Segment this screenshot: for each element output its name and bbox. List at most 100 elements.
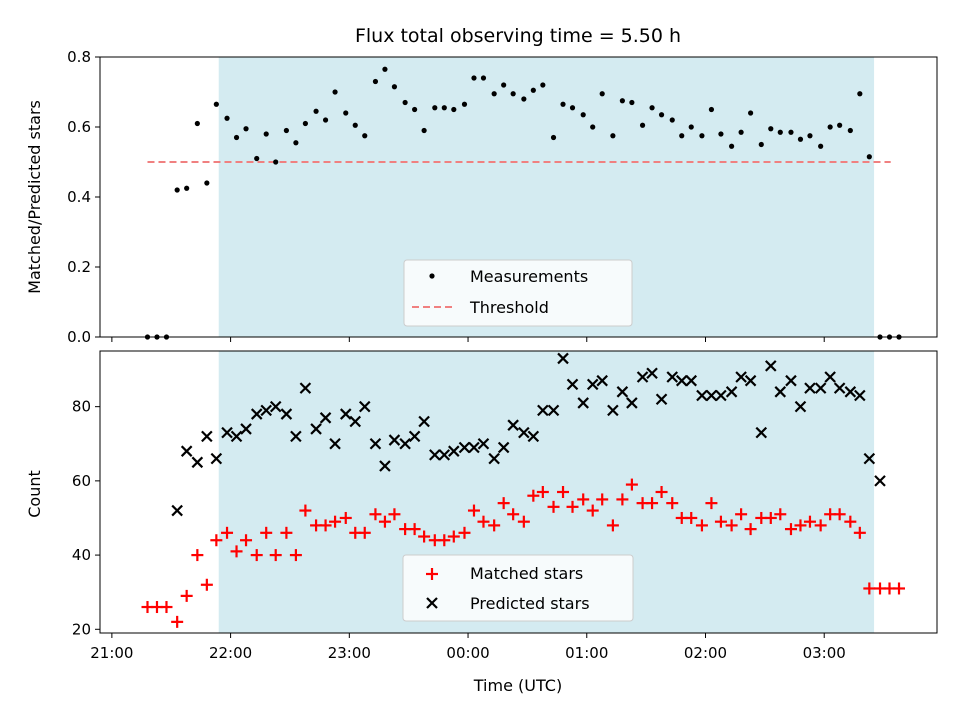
predicted-star-point bbox=[804, 382, 816, 394]
matched-star-point bbox=[250, 549, 263, 562]
xtick-label: 03:00 bbox=[803, 644, 846, 662]
measurement-point bbox=[599, 91, 605, 97]
measurement-point bbox=[521, 96, 527, 102]
predicted-star-point bbox=[596, 374, 608, 387]
matched-star-point bbox=[646, 497, 659, 510]
measurement-point bbox=[837, 122, 843, 128]
matched-star-point bbox=[408, 523, 421, 536]
top-ytick-label: 0.2 bbox=[67, 258, 91, 276]
predicted-star-point bbox=[607, 404, 619, 417]
matched-star-point bbox=[477, 515, 490, 528]
matched-star-point bbox=[160, 601, 173, 614]
matched-star-point bbox=[191, 549, 204, 562]
measurement-point bbox=[174, 187, 180, 193]
legend-measurements-label: Measurements bbox=[470, 267, 588, 286]
top-panel: 0.00.20.40.60.8 Matched/Predicted stars … bbox=[25, 48, 938, 346]
matched-star-point bbox=[833, 508, 846, 521]
matched-star-point bbox=[210, 534, 223, 547]
measurement-point bbox=[610, 133, 616, 139]
measurement-point bbox=[501, 82, 507, 88]
matched-star-point bbox=[280, 526, 293, 539]
matched-star-point bbox=[774, 508, 787, 521]
measurement-point bbox=[569, 105, 576, 111]
predicted-star-point bbox=[794, 400, 807, 413]
predicted-star-point bbox=[210, 452, 223, 465]
measurement-point bbox=[362, 133, 368, 139]
predicted-star-point bbox=[537, 404, 549, 417]
top-ytick-label: 0.8 bbox=[67, 48, 91, 66]
matched-star-point bbox=[685, 511, 698, 524]
measurement-point bbox=[619, 98, 625, 104]
matched-star-point bbox=[221, 526, 234, 539]
predicted-star-point bbox=[646, 367, 658, 380]
legend-predicted-label: Predicted stars bbox=[470, 594, 590, 613]
predicted-star-point bbox=[201, 430, 213, 443]
matched-star-point bbox=[784, 523, 797, 536]
predicted-star-point bbox=[874, 475, 886, 487]
matched-star-point bbox=[596, 493, 609, 506]
measurement-point bbox=[372, 78, 379, 85]
predicted-star-point bbox=[774, 386, 787, 398]
matched-star-point bbox=[655, 486, 668, 498]
matched-star-point bbox=[388, 508, 401, 521]
predicted-star-point bbox=[735, 371, 747, 383]
matched-star-point bbox=[527, 489, 540, 502]
predicted-star-point bbox=[180, 445, 193, 457]
predicted-star-point bbox=[429, 449, 441, 461]
measurement-point bbox=[391, 84, 398, 90]
predicted-star-point bbox=[666, 371, 679, 383]
matched-star-point bbox=[289, 549, 302, 562]
predicted-star-point bbox=[725, 386, 738, 398]
xtick-label: 21:00 bbox=[90, 644, 133, 662]
measurement-point bbox=[184, 185, 190, 191]
predicted-star-point bbox=[230, 430, 243, 443]
predicted-star-point bbox=[369, 437, 382, 450]
matched-star-point bbox=[725, 519, 738, 532]
matched-stars-points bbox=[141, 478, 906, 628]
matched-star-point bbox=[893, 582, 906, 595]
predicted-star-point bbox=[379, 460, 391, 472]
matched-star-point bbox=[339, 511, 352, 524]
measurement-point bbox=[343, 110, 349, 116]
matched-star-point bbox=[586, 504, 599, 517]
bottom-axes: 20 40 60 80 21:00 22:00 23:00 00:00 01:00 02:00 03… bbox=[72, 350, 938, 662]
predicted-star-point bbox=[833, 382, 846, 394]
matched-star-point bbox=[319, 519, 332, 532]
predicted-star-point bbox=[399, 437, 411, 450]
measurement-point bbox=[540, 82, 546, 88]
measurement-point bbox=[560, 101, 566, 107]
legend-predicted-marker bbox=[426, 597, 438, 609]
matched-star-point bbox=[557, 486, 570, 498]
predicted-star-point bbox=[744, 374, 757, 387]
predicted-star-point bbox=[269, 400, 282, 413]
measurement-point bbox=[827, 124, 833, 130]
measurement-point bbox=[480, 75, 487, 81]
predicted-star-point bbox=[705, 389, 718, 402]
bottom-panel: 20 40 60 80 21:00 22:00 23:00 00:00 01:00 02:00 03… bbox=[25, 350, 938, 695]
predicted-star-point bbox=[696, 389, 708, 402]
matched-star-point bbox=[299, 504, 312, 517]
measurement-point bbox=[729, 143, 735, 149]
matched-star-point bbox=[180, 589, 193, 602]
matched-star-point bbox=[418, 530, 431, 543]
predicted-star-point bbox=[854, 389, 866, 402]
xtick-label: 00:00 bbox=[446, 644, 489, 662]
measurement-point bbox=[224, 115, 230, 121]
measurement-point bbox=[451, 106, 457, 113]
matched-star-point bbox=[705, 497, 718, 510]
measurement-point bbox=[738, 129, 744, 135]
predicted-star-point bbox=[438, 449, 451, 461]
measurement-point bbox=[204, 180, 210, 186]
xtick-label: 01:00 bbox=[565, 644, 608, 662]
matched-star-point bbox=[814, 519, 827, 532]
measurement-point bbox=[788, 129, 794, 135]
matched-star-point bbox=[853, 526, 866, 539]
bottom-ylabel: Count bbox=[25, 470, 44, 518]
predicted-star-point bbox=[616, 386, 629, 398]
predicted-star-point bbox=[785, 374, 797, 387]
predicted-star-point bbox=[299, 382, 312, 394]
top-axes: 0.0 0.2 0.4 0.6 0.8 bbox=[67, 48, 938, 346]
matched-star-point bbox=[764, 511, 777, 524]
matched-star-point bbox=[616, 493, 629, 506]
measurement-point bbox=[639, 122, 646, 128]
